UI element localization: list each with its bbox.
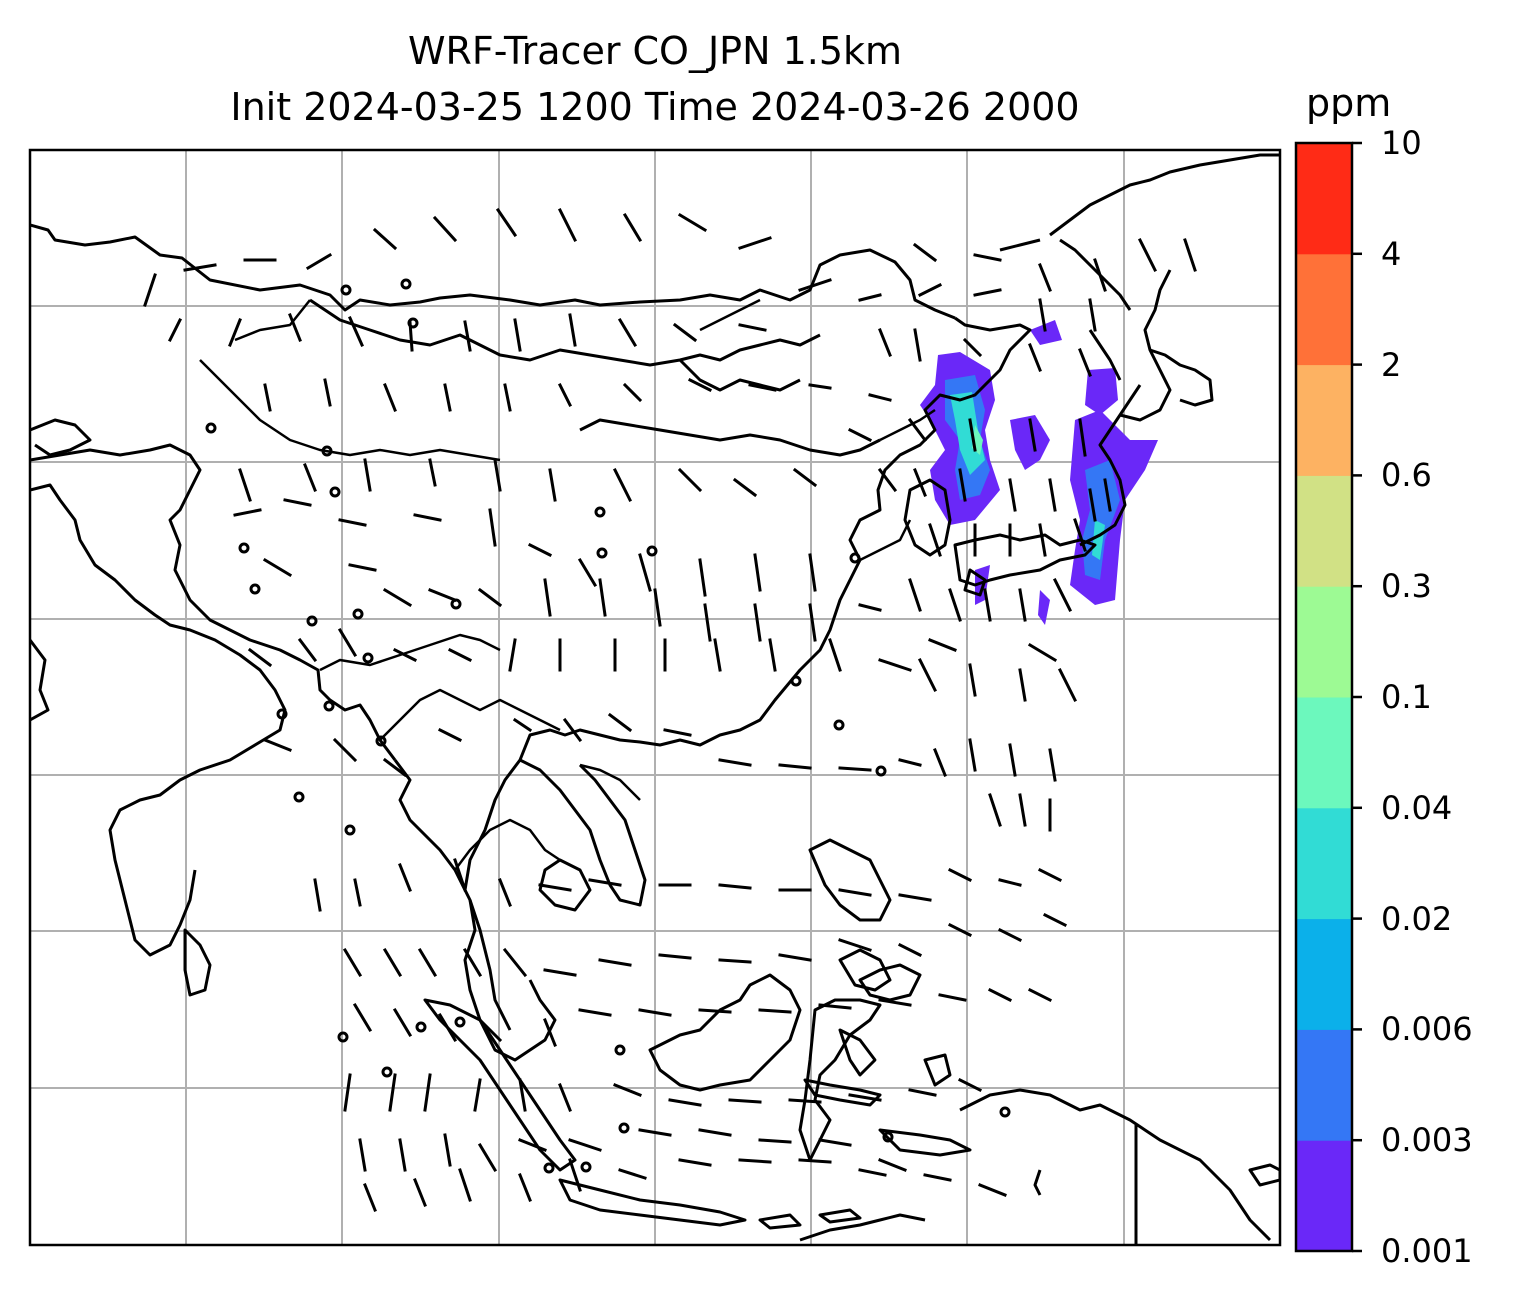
colorbar-tick-label: 0.1 <box>1381 678 1432 716</box>
colorbar-tick-label: 4 <box>1381 234 1402 273</box>
colorbar <box>1296 141 1362 1253</box>
colorbar-segment <box>1296 807 1352 920</box>
colorbar-segment <box>1296 253 1352 366</box>
country-borders <box>199 298 936 871</box>
colorbar-unit-label: ppm <box>1306 81 1392 125</box>
wind-barbs <box>143 207 1197 1212</box>
colorbar-segment <box>1296 1029 1352 1141</box>
calm-wind-markers <box>205 278 1011 1174</box>
colorbar-tick-label: 0.003 <box>1381 1121 1473 1160</box>
colorbar-tick-label: 0.6 <box>1381 456 1432 495</box>
colorbar-frame <box>1294 141 1354 1253</box>
colorbar-segment <box>1296 918 1352 1030</box>
colorbar-tick-label: 0.3 <box>1381 567 1432 606</box>
colorbar-segment <box>1296 475 1352 587</box>
colorbar-segment <box>1296 586 1352 698</box>
colorbar-tick-label: 0.04 <box>1381 788 1453 827</box>
colorbar-segment <box>1296 697 1352 809</box>
colorbar-segment <box>1296 143 1352 255</box>
colorbar-tick-label: 10 <box>1381 124 1422 162</box>
map-title-line-2: Init 2024-03-25 1200 Time 2024-03-26 200… <box>230 85 1080 129</box>
colorbar-tick-label: 2 <box>1381 345 1402 384</box>
map-frame <box>28 148 1282 1247</box>
colorbar-tick-label: 0.02 <box>1381 899 1453 938</box>
colorbar-tick-label: 0.001 <box>1381 1232 1473 1270</box>
colorbar-segment <box>1296 1140 1352 1252</box>
map-title-line-1: WRF-Tracer CO_JPN 1.5km <box>407 29 903 73</box>
coastlines <box>30 153 1280 1245</box>
colorbar-tick-label: 0.006 <box>1381 1010 1473 1049</box>
colorbar-segment <box>1296 364 1352 476</box>
